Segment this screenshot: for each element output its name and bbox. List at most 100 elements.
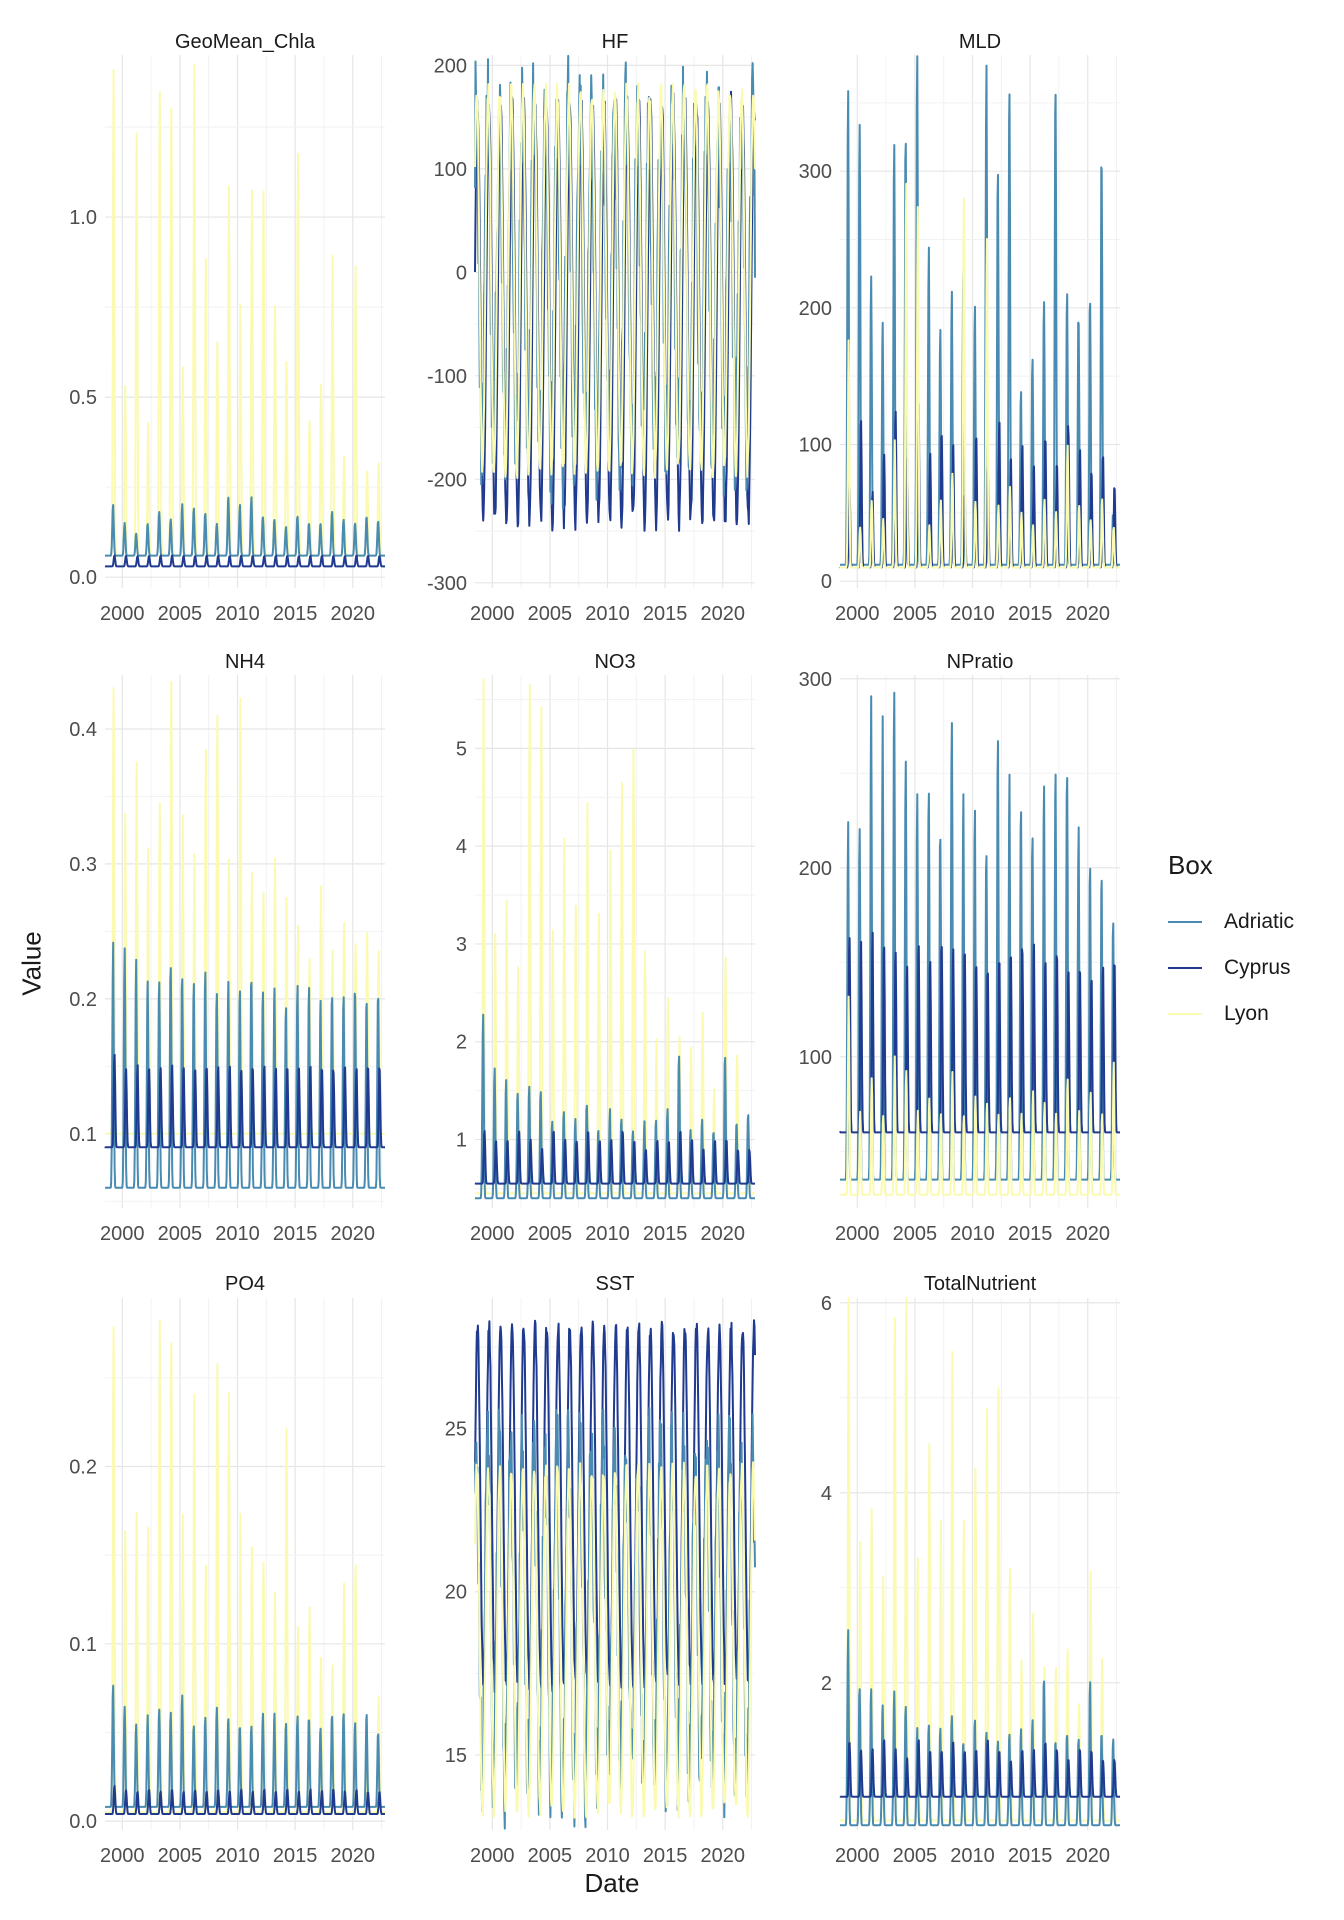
panel-title: NO3 [594, 651, 635, 673]
panel-totalnutrient: 2 4 6 2000 2005 2010 2015 2020 TotalNutrient [821, 1273, 1121, 1867]
series-line-cyprus [104, 1053, 386, 1149]
x-tick-label: 2000 [470, 1223, 515, 1245]
y-tick-label: 4 [821, 1483, 832, 1505]
series-line-lyon [104, 680, 386, 1135]
y-tick-label: 100 [799, 1047, 832, 1069]
x-tick-label: 2000 [470, 603, 515, 625]
panel-title: HF [602, 31, 629, 53]
legend-item-cyprus: Cyprus [1168, 945, 1338, 991]
y-tick-label: 20 [445, 1582, 467, 1604]
x-tick-label: 2015 [273, 603, 318, 625]
series-line-cyprus [839, 931, 1121, 1134]
series-line-lyon [104, 1319, 386, 1814]
x-tick-label: 2020 [330, 603, 375, 625]
panel-title: GeoMean_Chla [175, 31, 316, 53]
x-tick-label: 2020 [1065, 1223, 1110, 1245]
x-tick-label: 2020 [330, 1845, 375, 1867]
legend-title: Box [1168, 850, 1213, 880]
y-tick-label: 100 [799, 435, 832, 457]
legend-label-cyprus: Cyprus [1224, 956, 1291, 979]
x-tick-label: 2010 [215, 1845, 260, 1867]
x-tick-label: 2010 [215, 603, 260, 625]
y-tick-label: 0.5 [69, 387, 97, 409]
x-tick-label: 2000 [835, 1223, 880, 1245]
y-tick-label: 0.1 [69, 1634, 97, 1656]
legend-label-lyon: Lyon [1224, 1002, 1269, 1025]
series-line-lyon [839, 1297, 1121, 1822]
series-line-lyon [474, 678, 756, 1195]
y-tick-label: 25 [445, 1419, 467, 1441]
legend-item-lyon: Lyon [1168, 991, 1338, 1037]
y-tick-label: 5 [456, 738, 467, 760]
y-tick-label: 2 [456, 1032, 467, 1054]
panel-title: TotalNutrient [924, 1273, 1037, 1295]
y-tick-label: 100 [434, 159, 467, 181]
legend-swatch-adriatic [1168, 921, 1202, 923]
series-line-adriatic [839, 55, 1121, 566]
y-tick-label: 15 [445, 1745, 467, 1767]
y-tick-label: 0.4 [69, 719, 97, 741]
series-line-lyon [474, 1461, 756, 1819]
series-line-adriatic [104, 941, 386, 1189]
x-tick-label: 2000 [100, 603, 145, 625]
x-tick-label: 2000 [835, 1845, 880, 1867]
panel-sst: 15 20 25 2000 2005 2010 2015 2020 SST [445, 1273, 756, 1867]
x-tick-label: 2015 [1008, 1845, 1053, 1867]
x-tick-label: 2015 [273, 1223, 318, 1245]
y-tick-label: 200 [799, 858, 832, 880]
panel-title: SST [596, 1273, 635, 1295]
x-tick-label: 2015 [1008, 603, 1053, 625]
series-line-adriatic [104, 1684, 386, 1808]
x-axis-title: Date [584, 1868, 640, 1898]
series-line-adriatic [839, 691, 1121, 1181]
x-tick-label: 2000 [470, 1845, 515, 1867]
y-tick-label: 300 [799, 161, 832, 183]
series-line-cyprus [839, 1739, 1121, 1798]
x-tick-label: 2005 [893, 1845, 938, 1867]
panel-npratio: 100 200 300 2000 2005 2010 2015 2020 NPratio [799, 651, 1121, 1245]
series-line-cyprus [104, 554, 386, 568]
x-tick-label: 2020 [700, 1223, 745, 1245]
x-tick-label: 2005 [528, 603, 573, 625]
panel-title: MLD [959, 31, 1001, 53]
y-tick-label: 0.0 [69, 567, 97, 589]
legend-item-adriatic: Adriatic [1168, 899, 1338, 945]
y-tick-label: 200 [799, 298, 832, 320]
panel-geomean_chla: 0.0 0.5 1.0 2000 2005 2010 2015 2020 GeoMean_Chl… [69, 31, 386, 625]
series-line-adriatic [839, 1629, 1121, 1827]
y-tick-label: 0.2 [69, 1456, 97, 1478]
panel-nh4: 0.1 0.2 0.3 0.4 2000 2005 2010 2015 2020 NH4 [69, 651, 386, 1245]
x-tick-label: 2000 [835, 603, 880, 625]
x-tick-label: 2010 [215, 1223, 260, 1245]
series-line-cyprus [104, 1784, 386, 1815]
x-tick-label: 2005 [158, 1223, 203, 1245]
legend-label-adriatic: Adriatic [1224, 910, 1295, 933]
x-tick-label: 2010 [585, 603, 630, 625]
x-tick-label: 2020 [1065, 603, 1110, 625]
x-tick-label: 2020 [330, 1223, 375, 1245]
x-tick-label: 2015 [643, 1223, 688, 1245]
series-line-cyprus [474, 1130, 756, 1185]
x-tick-label: 2010 [950, 1223, 995, 1245]
series-line-lyon [839, 995, 1121, 1196]
y-tick-label: 0 [821, 571, 832, 593]
panel-title: NPratio [947, 651, 1014, 673]
y-tick-label: 1.0 [69, 207, 97, 229]
legend-swatch-cyprus [1168, 967, 1202, 969]
y-tick-label: -100 [427, 366, 467, 388]
y-tick-label: 0.3 [69, 854, 97, 876]
panel-hf: -300 -200 -100 0 100 200 2000 2005 2010 2015 2020 H… [427, 31, 756, 625]
y-axis-title: Value [16, 931, 47, 996]
y-tick-label: 4 [456, 836, 467, 858]
y-tick-label: 0.1 [69, 1124, 97, 1146]
y-tick-label: -200 [427, 469, 467, 491]
x-tick-label: 2010 [950, 603, 995, 625]
series-line-adriatic [104, 496, 386, 557]
x-tick-label: 2000 [100, 1223, 145, 1245]
y-tick-label: 1 [456, 1130, 467, 1152]
x-tick-label: 2005 [158, 1845, 203, 1867]
series-line-lyon [104, 63, 386, 557]
x-tick-label: 2015 [273, 1845, 318, 1867]
x-tick-label: 2020 [700, 1845, 745, 1867]
